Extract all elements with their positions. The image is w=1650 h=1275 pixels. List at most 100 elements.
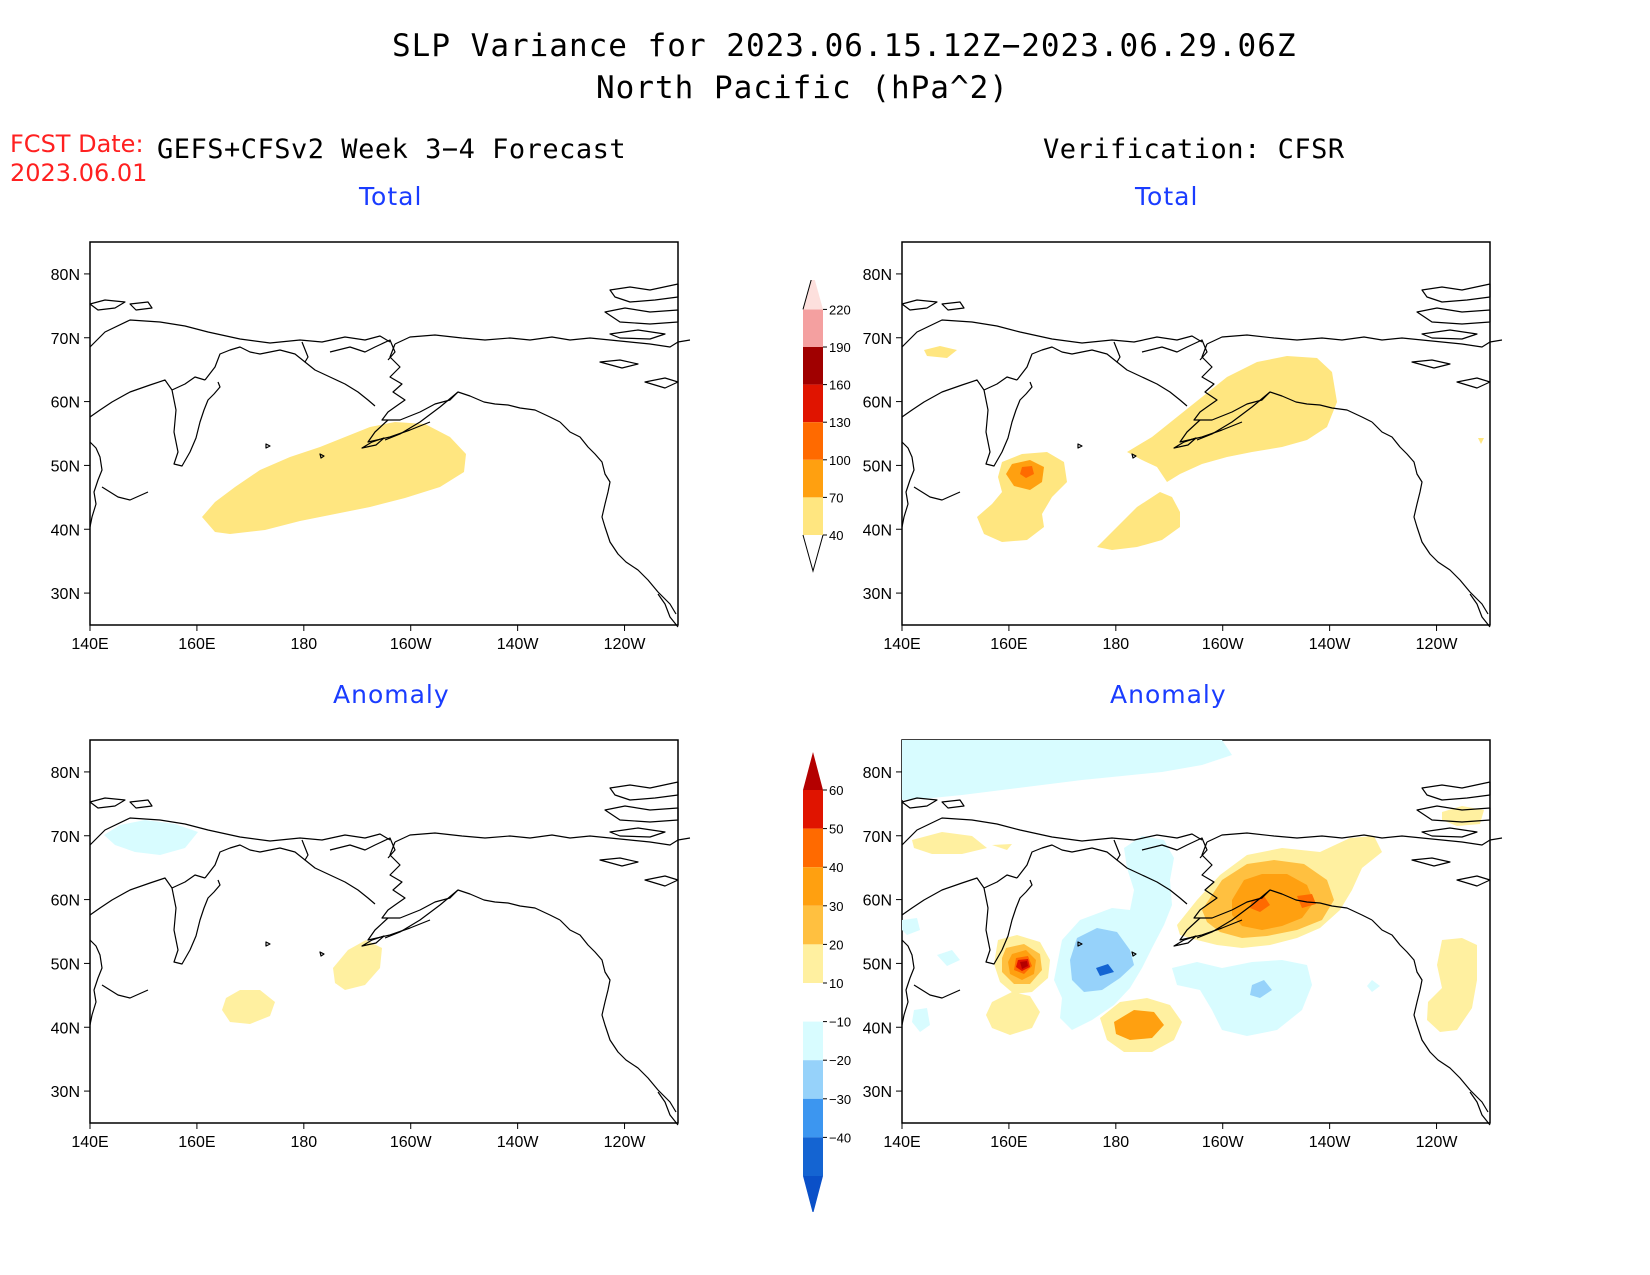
colorbar-total-box	[803, 497, 823, 535]
lon-tick-label: 140E	[71, 1134, 108, 1151]
lon-tick-label: 160E	[990, 1134, 1027, 1151]
lon-tick-label: 120W	[1416, 636, 1459, 653]
lon-tick-label: 140E	[71, 636, 108, 653]
colorbar-anomaly-box	[803, 944, 823, 983]
anomaly-contour-neg10	[1172, 960, 1312, 1036]
lon-tick-label: 120W	[604, 1134, 647, 1151]
anomaly-contour-10	[1427, 938, 1477, 1032]
lat-tick-label: 70N	[51, 331, 80, 348]
anomaly-contour-neg10	[937, 950, 960, 966]
colorbar-total: 220 190 160 130 100 70 40	[802, 280, 851, 573]
lon-tick-label: 160E	[178, 1134, 215, 1151]
map-panel-verif-total: 80N 70N 60N 50N 40N 30N 140E 160E 180 160W 140W 12…	[863, 241, 1503, 653]
colorbar-anomaly-label: 40	[829, 860, 843, 875]
colorbar-anomaly-box	[803, 1060, 823, 1099]
anomaly-contour-neg10	[1367, 980, 1380, 992]
anomaly-contour-neg20	[1070, 928, 1134, 992]
lon-axis: 140E 160E 180 160W 140W 120W	[71, 1123, 646, 1151]
lat-tick-label: 50N	[51, 458, 80, 475]
variance-contour-40	[1097, 492, 1180, 550]
colorbar-total-label: 220	[829, 302, 851, 317]
map-frame	[89, 739, 679, 1124]
lon-tick-label: 180	[1102, 1134, 1129, 1151]
lat-axis: 80N 70N 60N 50N 40N 30N	[863, 765, 902, 1101]
colorbar-anomaly-top-triangle	[803, 752, 823, 790]
colorbar-total-label: 100	[829, 453, 851, 468]
lat-tick-label: 80N	[51, 765, 80, 782]
lon-tick-label: 140W	[497, 636, 540, 653]
colorbar-total-label: 40	[829, 528, 843, 543]
colorbar-anomaly-box	[803, 905, 823, 945]
variance-contour-40	[977, 452, 1067, 542]
map-panel-fcst-total: 80N 70N 60N 50N 40N 30N 140E 160E 180 160W 140W 12…	[51, 241, 691, 653]
colorbar-anomaly-box	[803, 790, 823, 829]
lat-tick-label: 70N	[863, 331, 892, 348]
lat-tick-label: 30N	[863, 586, 892, 603]
main-subtitle: North Pacific (hPa^2)	[596, 70, 1009, 106]
anomaly-contour-10	[333, 940, 382, 990]
anomaly-contour-neg10	[104, 820, 198, 855]
lon-tick-label: 120W	[604, 636, 647, 653]
anomaly-contour-10	[986, 992, 1040, 1035]
colorbar-anomaly-box	[803, 983, 823, 1022]
lat-tick-label: 60N	[863, 395, 892, 412]
colorbar-total-label: 130	[829, 415, 851, 430]
fcst-date-label: FCST Date:	[10, 130, 144, 158]
lon-tick-label: 160W	[1202, 636, 1245, 653]
lon-tick-label: 140W	[1309, 636, 1352, 653]
lat-tick-label: 60N	[51, 893, 80, 910]
lat-tick-label: 40N	[51, 522, 80, 539]
colorbar-total-label: 160	[829, 378, 851, 393]
lon-tick-label: 180	[290, 1134, 317, 1151]
colorbar-anomaly-label: −30	[829, 1092, 851, 1107]
colorbar-total-top-triangle	[803, 280, 823, 310]
lon-tick-label: 160W	[1202, 1134, 1245, 1151]
colorbar-anomaly-bottom-triangle	[803, 1176, 823, 1212]
lat-tick-label: 80N	[863, 267, 892, 284]
colorbar-anomaly-box	[803, 828, 823, 868]
lat-tick-label: 30N	[863, 1084, 892, 1101]
lat-tick-label: 40N	[863, 1020, 892, 1037]
colorbar-total-box	[803, 422, 823, 460]
colorbar-total-box	[803, 459, 823, 498]
colorbar-anomaly-box	[803, 1021, 823, 1061]
main-title: SLP Variance for 2023.06.15.12Z−2023.06.…	[392, 28, 1297, 64]
lat-tick-label: 50N	[863, 956, 892, 973]
lon-tick-label: 180	[1102, 636, 1129, 653]
colorbar-anomaly-label: 10	[829, 976, 843, 991]
variance-contour-40	[1127, 356, 1337, 482]
colorbar-total-box	[803, 347, 823, 385]
verification-header: Verification: CFSR	[1043, 134, 1345, 165]
anomaly-contour-30	[1114, 1010, 1164, 1040]
lon-tick-label: 160W	[390, 636, 433, 653]
lat-axis: 80N 70N 60N 50N 40N 30N	[51, 765, 90, 1101]
lat-tick-label: 80N	[863, 765, 892, 782]
anomaly-contour-neg20	[1250, 980, 1272, 998]
anomaly-contour-neg30	[1096, 964, 1114, 976]
colorbar-anomaly-box	[803, 867, 823, 906]
lon-tick-label: 140W	[1309, 1134, 1352, 1151]
anomaly-contour-40	[1297, 894, 1316, 908]
colorbar-total-label: 190	[829, 340, 851, 355]
lat-tick-label: 30N	[51, 586, 80, 603]
colorbar-anomaly-label: −20	[829, 1053, 851, 1068]
lat-tick-label: 70N	[863, 829, 892, 846]
anomaly-contour-10	[912, 832, 987, 854]
lat-tick-label: 70N	[51, 829, 80, 846]
lon-tick-label: 120W	[1416, 1134, 1459, 1151]
colorbar-anomaly-label: 50	[829, 822, 843, 837]
colorbar-anomaly-label: 30	[829, 899, 843, 914]
lon-tick-label: 160E	[990, 636, 1027, 653]
colorbar-anomaly-box	[803, 1137, 823, 1176]
lon-tick-label: 180	[290, 636, 317, 653]
lat-tick-label: 80N	[51, 267, 80, 284]
anomaly-contour-neg10	[902, 918, 920, 935]
lat-tick-label: 60N	[51, 395, 80, 412]
panel-subtitle-verif-anomaly: Anomaly	[1110, 680, 1227, 709]
colorbar-anomaly-label: 60	[829, 783, 843, 798]
colorbar-anomaly-box	[803, 1098, 823, 1138]
anomaly-contour-neg10	[912, 1008, 930, 1032]
fcst-date-value: 2023.06.01	[10, 159, 148, 187]
colorbar-anomaly-label: 20	[829, 937, 843, 952]
lon-axis: 140E 160E 180 160W 140W 120W	[71, 625, 646, 653]
